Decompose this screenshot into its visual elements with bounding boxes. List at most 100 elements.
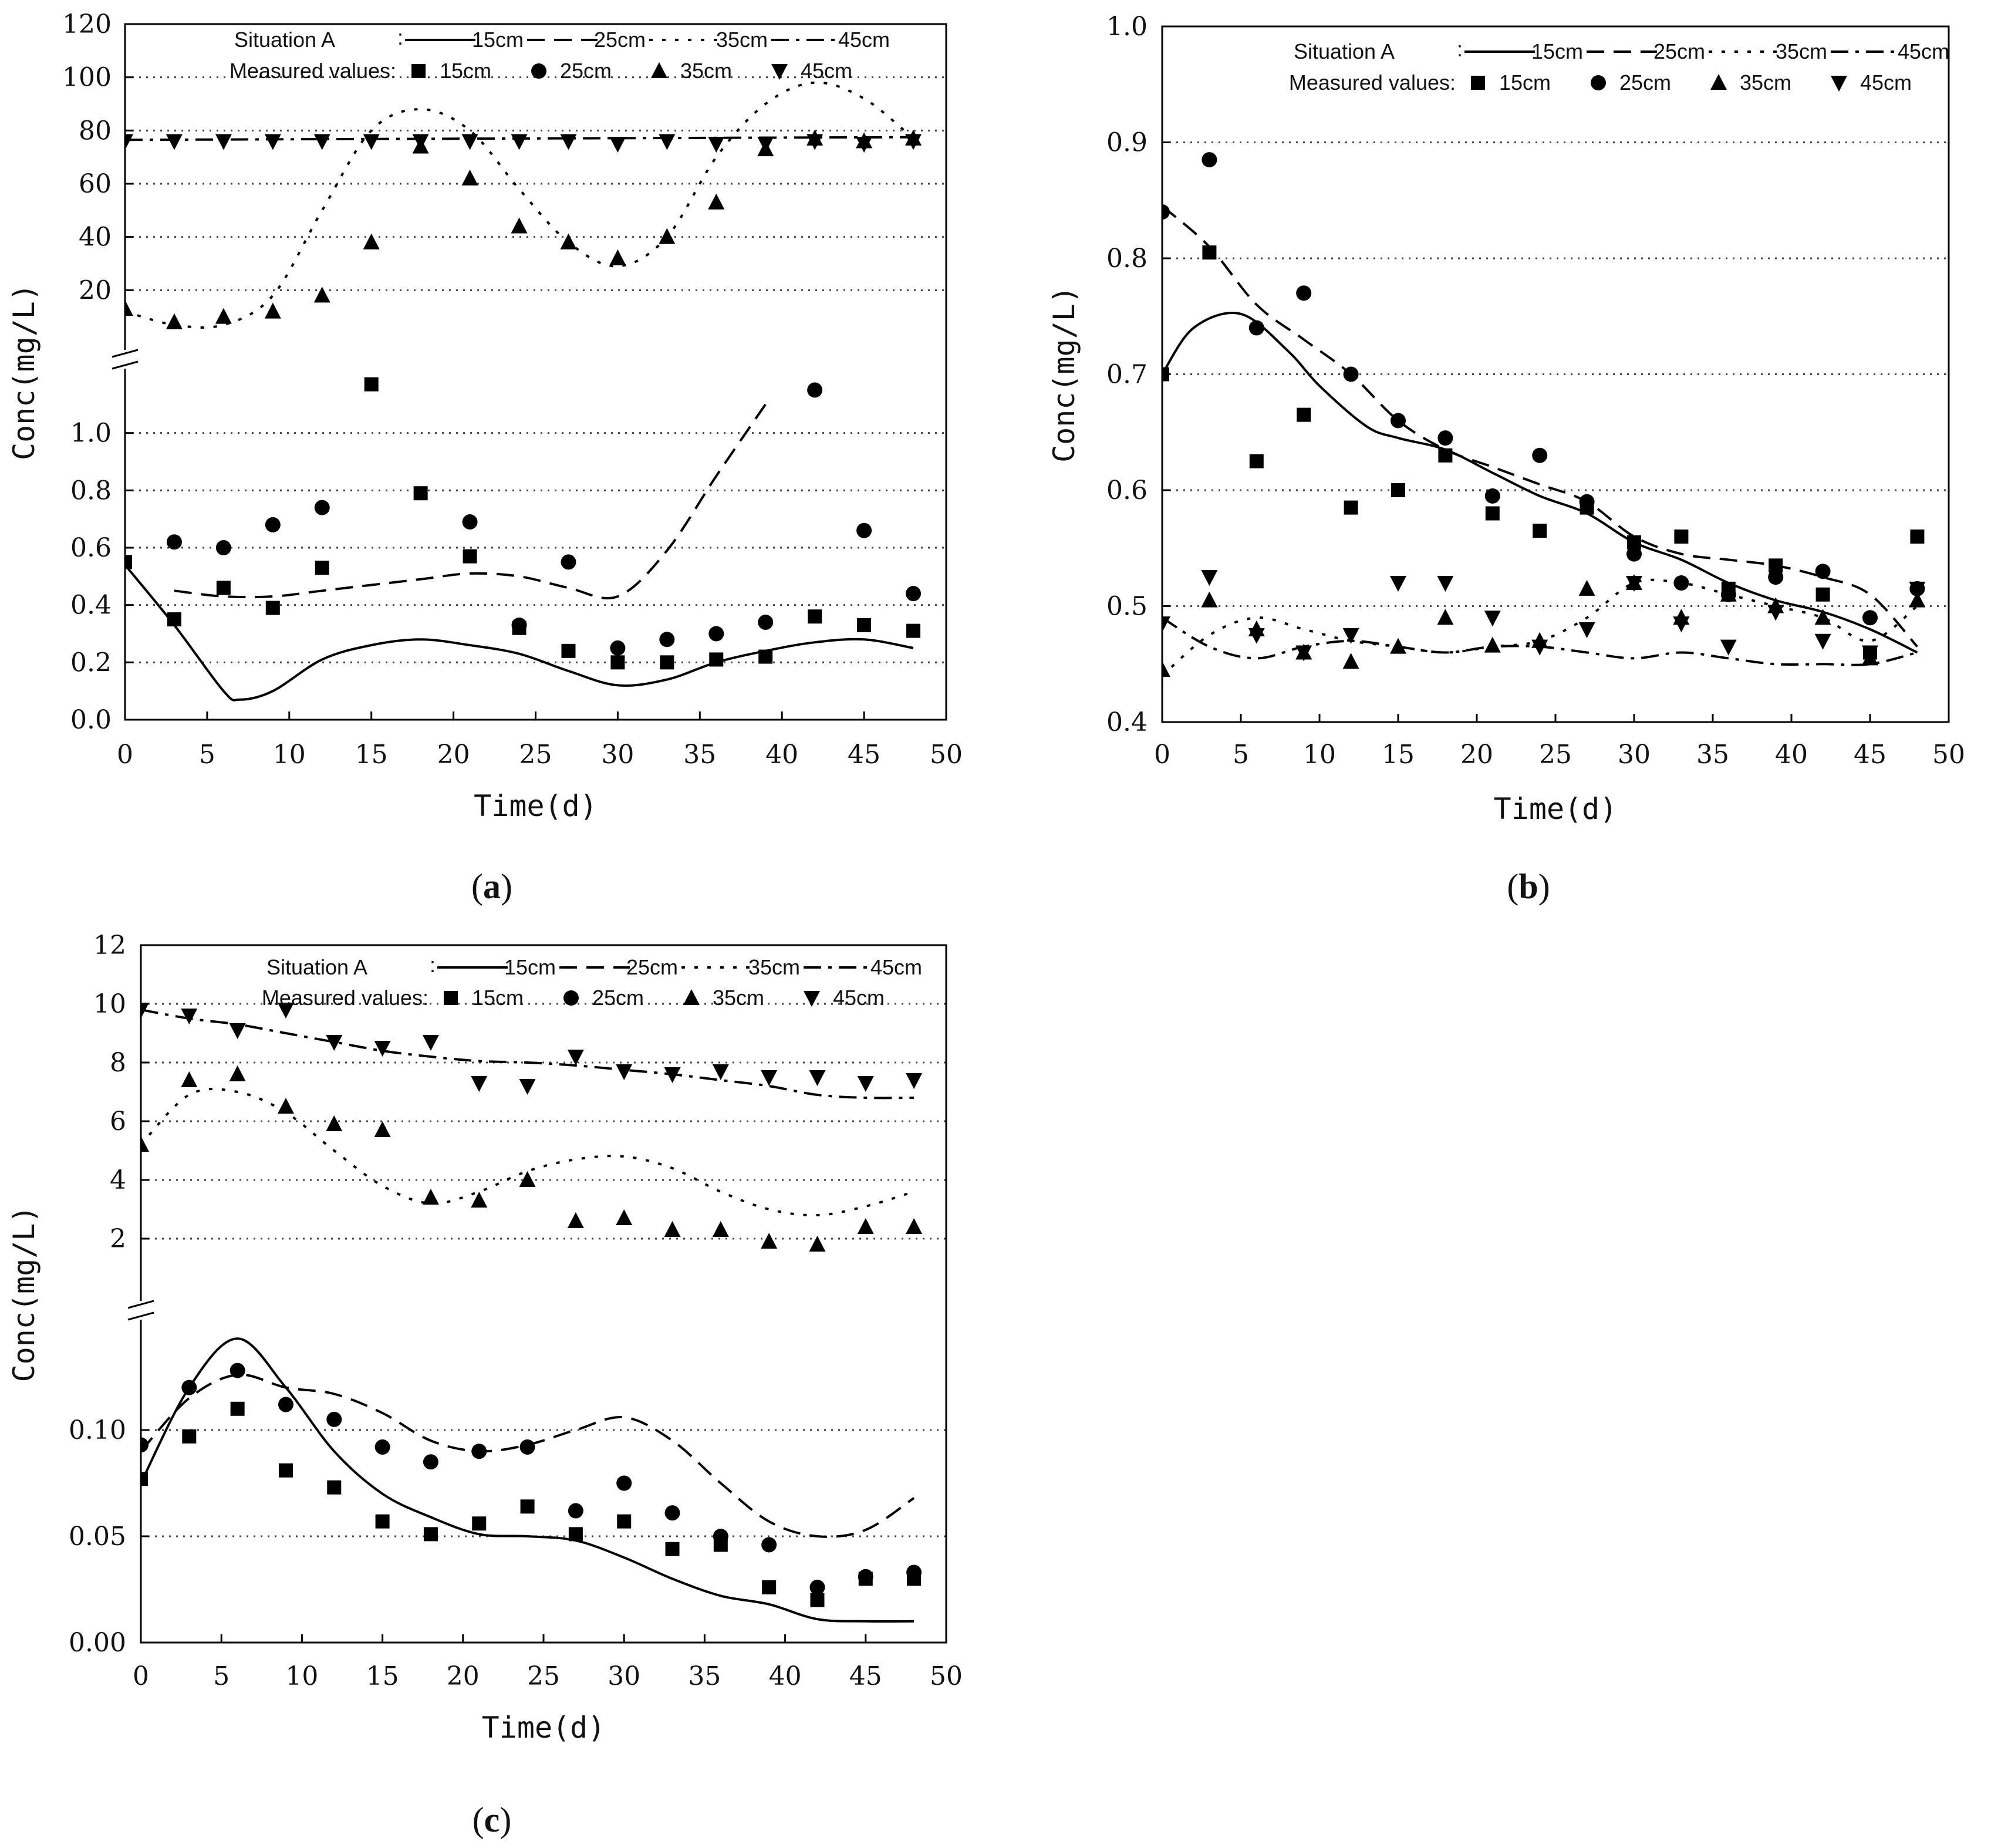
point-35cm <box>363 233 380 249</box>
point-35cm <box>264 302 281 319</box>
legend-series-name: 45cm <box>870 955 922 979</box>
point-45cm <box>363 134 380 150</box>
panel-b-chart: 0 5 10 15 20 25 30 35 40 45 50 0.4 0.5 0.6 0.7 0.8 0.9 1.… <box>1047 12 1965 826</box>
point-15cm <box>1162 367 1169 382</box>
caption-c: (c) <box>473 1800 512 1839</box>
caption-a: (a) <box>471 867 512 906</box>
legend-series-name: 15cm <box>1531 39 1583 63</box>
legend-series-name: 25cm <box>594 28 646 52</box>
point-45cm <box>567 1050 584 1065</box>
point-35cm <box>1814 609 1831 625</box>
point-45cm <box>264 134 281 150</box>
x-axis-label: Time(d) <box>1494 792 1618 826</box>
legend-marker-triangle-down <box>1831 76 1847 92</box>
y-tick-label: 0.4 <box>1106 707 1148 737</box>
point-15cm <box>1297 407 1311 422</box>
x-tick-label: 15 <box>366 1661 399 1691</box>
legend: Situation A: 15cm 25cm 35cm 45cm Measured val… <box>262 953 922 1010</box>
x-tick-label: 15 <box>355 740 388 770</box>
point-35cm <box>1578 579 1595 596</box>
point-25cm <box>1673 575 1689 591</box>
point-25cm <box>1862 610 1878 626</box>
y-tick-label: 0.8 <box>70 476 112 505</box>
point-45cm <box>1162 616 1170 633</box>
point-25cm <box>1532 447 1548 463</box>
x-tick-label: 0 <box>117 740 133 770</box>
point-45cm <box>277 1003 294 1019</box>
simulated-lines <box>141 1009 915 1623</box>
x-tick-label: 45 <box>849 1661 882 1691</box>
gridlines <box>141 1003 946 1537</box>
point-45cm <box>1295 645 1312 662</box>
plot-frame <box>124 23 947 721</box>
x-tick-label: 30 <box>608 1661 640 1691</box>
point-35cm <box>609 249 626 265</box>
point-45cm <box>1578 622 1595 638</box>
y-tick-label: 40 <box>79 222 112 252</box>
point-15cm <box>265 601 280 615</box>
point-35cm <box>1342 653 1359 669</box>
point-15cm <box>125 555 132 569</box>
point-35cm <box>1162 661 1170 677</box>
point-45cm <box>412 134 429 150</box>
point-35cm <box>712 1221 729 1237</box>
y-tick-label: 8 <box>110 1048 126 1078</box>
point-15cm <box>315 561 329 575</box>
legend-series-name: 25cm <box>1619 70 1671 95</box>
point-25cm <box>141 1437 149 1453</box>
point-45cm <box>906 1073 923 1089</box>
x-tick-label: 20 <box>447 1661 480 1691</box>
point-25cm <box>1202 152 1217 168</box>
point-35cm <box>277 1098 294 1114</box>
series-line-25cm <box>1162 205 1918 648</box>
y-tick-label: 0.05 <box>69 1522 126 1552</box>
x-tick-label: 25 <box>519 740 552 770</box>
point-25cm <box>1248 320 1264 336</box>
point-45cm <box>519 1079 536 1095</box>
x-tick-label: 15 <box>1382 740 1415 770</box>
point-15cm <box>1202 245 1217 260</box>
measured-points <box>141 1003 923 1607</box>
x-tick-label: 35 <box>1696 740 1729 770</box>
legend-marker-triangle-up <box>1710 74 1727 90</box>
legend-marker-circle <box>531 63 546 79</box>
legend-series-name: 35cm <box>748 955 800 979</box>
point-35cm <box>708 193 725 210</box>
point-35cm <box>1390 638 1406 654</box>
point-45cm <box>461 134 478 150</box>
point-35cm <box>664 1221 681 1237</box>
point-15cm <box>375 1514 390 1529</box>
panel-a-chart: 0 5 10 15 20 25 30 35 40 45 50 20 40 60 80 100 120 0.0 0.2… <box>7 9 963 823</box>
point-35cm <box>125 300 133 316</box>
point-35cm <box>1720 585 1737 602</box>
point-15cm <box>857 618 872 632</box>
legend-marker-square <box>411 64 426 78</box>
point-25cm <box>616 1475 632 1491</box>
point-25cm <box>809 1579 825 1595</box>
point-35cm <box>761 1233 778 1249</box>
legend-series-name: 45cm <box>1898 39 1949 63</box>
point-25cm <box>858 1569 873 1584</box>
point-15cm <box>906 623 921 638</box>
point-45cm <box>166 134 183 150</box>
x-tick-label: 10 <box>285 1661 318 1691</box>
point-15cm <box>1485 506 1500 521</box>
point-25cm <box>906 586 922 602</box>
series-line-25cm <box>174 403 767 600</box>
y-tick-label: 0.6 <box>1106 476 1148 505</box>
panel-c-chart: 0 5 10 15 20 25 30 35 40 45 50 2 4 6 8 10 12 0.00 0.05 0.10… <box>7 930 963 1745</box>
point-15cm <box>1344 500 1358 515</box>
point-45cm <box>511 134 528 150</box>
x-tick-label: 5 <box>199 740 215 770</box>
point-25cm <box>278 1397 293 1412</box>
point-15cm <box>561 643 576 658</box>
point-35cm <box>141 1136 149 1152</box>
point-45cm <box>1814 633 1831 650</box>
point-35cm <box>374 1121 391 1137</box>
point-45cm <box>125 134 133 150</box>
point-15cm <box>520 1499 535 1514</box>
point-45cm <box>1248 628 1265 644</box>
legend-series-name: 15cm <box>472 28 524 52</box>
point-25cm <box>1768 569 1784 585</box>
point-15cm <box>182 1429 197 1444</box>
